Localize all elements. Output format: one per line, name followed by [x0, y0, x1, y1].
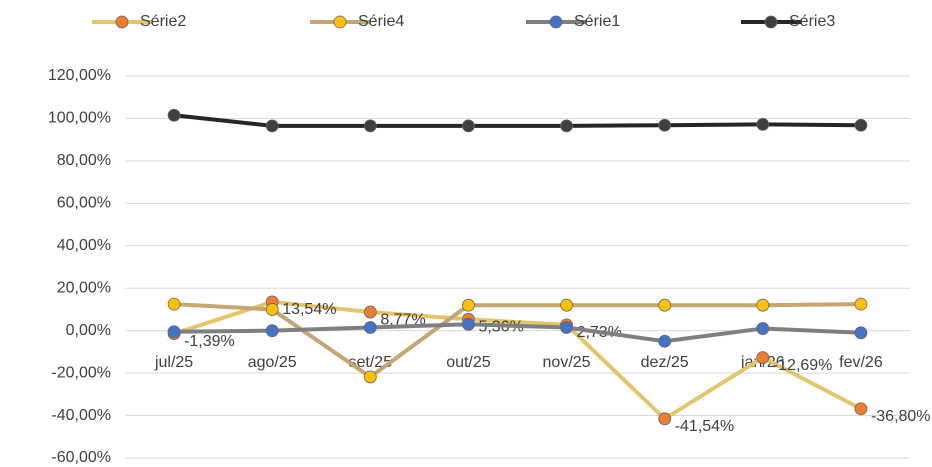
- legend-label: Série1: [574, 13, 620, 30]
- data-point: [756, 351, 770, 364]
- data-label: -12,69%: [773, 357, 833, 374]
- data-point: [756, 322, 770, 335]
- data-point: [462, 317, 475, 331]
- data-point: [658, 118, 672, 132]
- data-point: [854, 297, 868, 311]
- y-tick-label: 40,00%: [57, 237, 111, 254]
- data-point: [756, 117, 770, 131]
- y-tick-label: 20,00%: [57, 279, 111, 296]
- data-point: [658, 412, 672, 426]
- series-line: [174, 322, 862, 344]
- series-line: [173, 113, 861, 128]
- data-label: 8,77%: [380, 311, 425, 328]
- y-tick-label: 100,00%: [48, 110, 111, 127]
- data-point: [560, 321, 573, 334]
- data-label: -41,54%: [675, 418, 735, 435]
- legend-marker: [764, 15, 778, 29]
- legend-marker: [115, 15, 129, 29]
- data-point: [265, 119, 279, 133]
- data-point: [658, 334, 672, 348]
- series-line: [173, 302, 861, 379]
- data-label: -36,80%: [871, 408, 931, 425]
- data-point: [854, 326, 868, 340]
- y-tick-label: 80,00%: [57, 152, 111, 169]
- legend-marker: [333, 15, 347, 29]
- data-label: 13,54%: [282, 301, 336, 318]
- x-tick-label: nov/25: [543, 354, 591, 371]
- data-point: [756, 298, 770, 312]
- x-tick-label: out/25: [446, 354, 491, 371]
- y-tick-label: 60,00%: [57, 195, 111, 212]
- legend-marker: [549, 15, 563, 29]
- data-point: [167, 325, 181, 339]
- data-point: [265, 324, 279, 338]
- legend-label: Série3: [789, 13, 835, 30]
- data-point: [462, 298, 475, 312]
- x-tick-label: jul/25: [154, 354, 193, 371]
- data-point: [560, 119, 573, 133]
- data-point: [854, 402, 868, 416]
- x-tick-label: ago/25: [248, 354, 297, 371]
- data-point: [265, 303, 279, 316]
- data-point: [363, 370, 377, 384]
- legend-label: Série4: [358, 13, 404, 30]
- y-tick-label: -20,00%: [51, 364, 111, 381]
- data-point: [167, 297, 181, 311]
- data-label: -1,39%: [184, 333, 235, 350]
- series-line: [173, 299, 862, 421]
- y-tick-label: -40,00%: [51, 407, 111, 424]
- data-point: [658, 298, 672, 312]
- x-tick-label: fev/26: [839, 354, 883, 371]
- data-point: [363, 119, 377, 133]
- data-point: [462, 119, 475, 133]
- data-point: [363, 321, 377, 334]
- data-point: [167, 108, 181, 122]
- data-point: [854, 118, 868, 132]
- y-tick-label: 120,00%: [48, 67, 111, 84]
- x-tick-label: dez/25: [641, 354, 689, 371]
- y-tick-label: 0,00%: [66, 322, 111, 339]
- data-point: [363, 305, 377, 319]
- data-point: [560, 298, 573, 312]
- y-tick-label: -60,00%: [51, 449, 111, 466]
- legend-label: Série2: [140, 13, 186, 30]
